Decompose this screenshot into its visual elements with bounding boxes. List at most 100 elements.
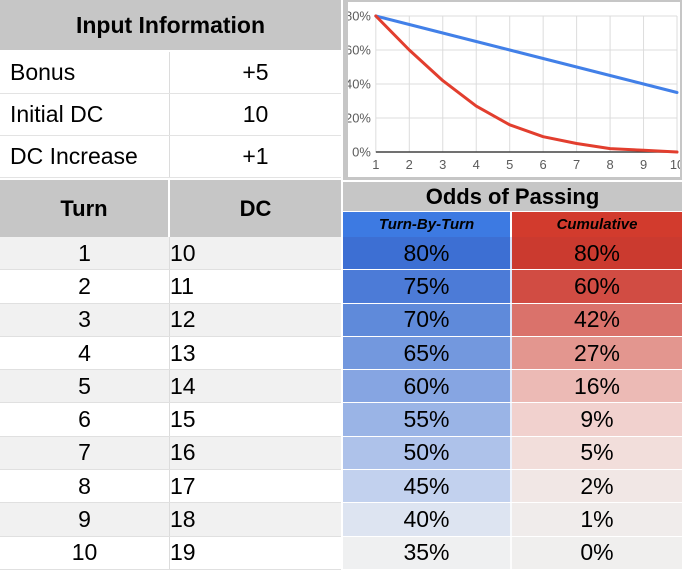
turn-cell[interactable]: 4 — [0, 336, 170, 370]
dc-cell[interactable]: 17 — [170, 470, 196, 502]
table-row: 45% 2% — [341, 470, 682, 504]
turn-cell[interactable]: 5 — [0, 370, 170, 403]
cumulative-cell[interactable]: 2% — [512, 470, 682, 503]
initial-dc-value-cell[interactable]: 10 — [170, 94, 341, 135]
turn-by-turn-header[interactable]: Turn-By-Turn — [343, 212, 512, 237]
dc-increase-label: DC Increase — [10, 143, 138, 169]
dc-cell[interactable]: 13 — [170, 337, 196, 369]
cumulative-header[interactable]: Cumulative — [512, 212, 682, 237]
odds-line-chart[interactable]: 0% 20% 40% 60% 80% 1 2 3 4 5 6 7 8 9 10 — [348, 2, 680, 177]
dc-cell[interactable]: 19 — [170, 537, 196, 569]
odds-subheader-row: Turn-By-Turn Cumulative — [341, 212, 682, 237]
turn-by-turn-cell[interactable]: 60% — [343, 370, 512, 403]
cumulative-cell-text: 27% — [573, 339, 621, 366]
turn-by-turn-cell-text: 80% — [403, 239, 450, 266]
turn-cell[interactable]: 2 — [0, 270, 170, 303]
dc-cell-text: 16 — [170, 439, 196, 466]
chart-svg: 0% 20% 40% 60% 80% 1 2 3 4 5 6 7 8 9 10 — [348, 8, 680, 172]
dc-cell[interactable]: 14 — [170, 370, 196, 402]
turn-by-turn-cell[interactable]: 70% — [343, 303, 512, 336]
cumulative-cell[interactable]: 27% — [512, 336, 682, 370]
turn-by-turn-cell-text: 40% — [403, 506, 450, 533]
turn-by-turn-cell[interactable]: 40% — [343, 503, 512, 536]
table-row: 4 13 — [0, 336, 341, 371]
input-row-bonus: Bonus +5 — [0, 52, 341, 94]
dc-cell-text: 17 — [170, 472, 196, 499]
x-axis-tick-label: 10 — [670, 157, 680, 172]
dc-cell[interactable]: 12 — [170, 304, 196, 336]
cumulative-cell[interactable]: 1% — [512, 503, 682, 536]
dc-cell[interactable]: 11 — [170, 270, 194, 302]
turn-cell[interactable]: 3 — [0, 303, 170, 336]
series-line-cumulative — [374, 14, 679, 154]
turn-by-turn-cell[interactable]: 55% — [343, 403, 512, 436]
table-row: 6 15 — [0, 403, 341, 437]
turn-cell[interactable]: 1 — [0, 237, 170, 270]
cumulative-cell[interactable]: 42% — [512, 303, 682, 336]
table-row: 5 14 — [0, 370, 341, 404]
turn-by-turn-cell-text: 60% — [403, 372, 450, 399]
turn-column-header[interactable]: Turn — [0, 180, 170, 237]
turn-cell-text: 8 — [78, 472, 91, 499]
cumulative-cell[interactable]: 5% — [512, 436, 682, 470]
dc-cell-text: 15 — [170, 406, 196, 433]
turn-by-turn-cell-text: 45% — [403, 472, 450, 499]
table-row: 10 19 — [0, 536, 341, 570]
turn-by-turn-cell[interactable]: 65% — [343, 336, 512, 370]
turn-by-turn-cell[interactable]: 75% — [343, 270, 512, 303]
turn-by-turn-cell[interactable]: 80% — [343, 237, 512, 270]
table-row: 2 11 — [0, 270, 341, 304]
x-axis-tick-label: 9 — [640, 157, 647, 172]
cumulative-cell-text: 9% — [580, 406, 614, 433]
initial-dc-label-cell[interactable]: Initial DC — [0, 94, 170, 135]
odds-rows: 80% 80% 75% 60% 70% 42% 65% 27% 60% 16% 55% 9% 50% 5%… — [341, 237, 682, 570]
turn-by-turn-cell[interactable]: 50% — [343, 436, 512, 470]
dc-cell-text: 10 — [170, 239, 196, 266]
dc-cell[interactable]: 10 — [170, 237, 196, 269]
dc-cell[interactable]: 16 — [170, 437, 196, 469]
dc-cell-text: 19 — [170, 539, 196, 566]
cumulative-cell[interactable]: 80% — [512, 237, 682, 270]
cumulative-cell[interactable]: 16% — [512, 370, 682, 403]
dc-increase-value-cell[interactable]: +1 — [170, 136, 341, 177]
bonus-label-cell[interactable]: Bonus — [0, 52, 170, 93]
turn-header-label: Turn — [60, 195, 108, 221]
cumulative-cell[interactable]: 9% — [512, 403, 682, 436]
odds-of-passing-title: Odds of Passing — [425, 183, 600, 209]
x-axis-tick-label: 4 — [473, 157, 480, 172]
cumulative-cell[interactable]: 60% — [512, 270, 682, 303]
turn-dc-rows: 1 10 2 11 3 12 4 13 5 14 6 15 7 16 8 17 9 18 10 19 — [0, 237, 341, 570]
dc-cell[interactable]: 15 — [170, 403, 196, 435]
turn-cell-text: 3 — [78, 306, 91, 333]
initial-dc-value: 10 — [242, 101, 269, 127]
cumulative-cell-text: 0% — [580, 539, 614, 566]
turn-cell-text: 2 — [78, 272, 91, 299]
input-information-header[interactable]: Input Information — [0, 0, 341, 52]
turn-cell[interactable]: 6 — [0, 403, 170, 436]
y-axis-tick-label: 0% — [352, 144, 371, 159]
odds-of-passing-header[interactable]: Odds of Passing — [341, 180, 682, 212]
turn-by-turn-label: Turn-By-Turn — [378, 216, 475, 233]
dc-increase-label-cell[interactable]: DC Increase — [0, 136, 170, 177]
turn-cell-text: 7 — [78, 439, 91, 466]
cumulative-cell-text: 60% — [573, 272, 621, 299]
turn-cell[interactable]: 9 — [0, 503, 170, 536]
cumulative-cell-text: 1% — [580, 506, 614, 533]
bonus-value-cell[interactable]: +5 — [170, 52, 341, 93]
initial-dc-label: Initial DC — [10, 101, 104, 127]
dc-cell-text: 13 — [170, 339, 196, 366]
turn-by-turn-cell-text: 75% — [403, 272, 450, 299]
dc-cell-text: 12 — [170, 306, 196, 333]
turn-cell[interactable]: 8 — [0, 470, 170, 503]
cumulative-cell[interactable]: 0% — [512, 536, 682, 569]
dc-cell-text: 18 — [170, 506, 196, 533]
turn-by-turn-cell[interactable]: 45% — [343, 470, 512, 503]
cumulative-cell-text: 2% — [580, 472, 614, 499]
table-row: 55% 9% — [341, 403, 682, 437]
table-row: 50% 5% — [341, 436, 682, 471]
turn-cell[interactable]: 7 — [0, 436, 170, 470]
dc-cell[interactable]: 18 — [170, 503, 196, 535]
turn-cell[interactable]: 10 — [0, 536, 170, 569]
turn-by-turn-cell[interactable]: 35% — [343, 536, 512, 569]
dc-column-header[interactable]: DC — [170, 180, 341, 237]
